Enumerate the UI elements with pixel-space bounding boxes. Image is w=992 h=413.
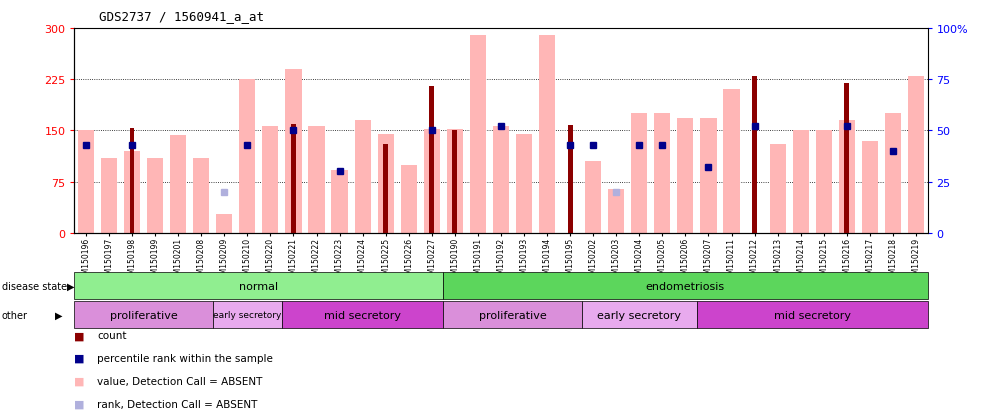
Bar: [282, 301, 443, 328]
Text: value, Detection Call = ABSENT: value, Detection Call = ABSENT: [97, 376, 263, 386]
Bar: [752, 76, 757, 233]
Bar: [124, 152, 140, 233]
Bar: [216, 214, 232, 233]
Text: disease state: disease state: [2, 281, 67, 291]
Bar: [383, 145, 388, 233]
Bar: [170, 136, 186, 233]
Bar: [331, 171, 347, 233]
Text: early secretory: early secretory: [597, 310, 682, 320]
Text: other: other: [2, 310, 28, 320]
Bar: [770, 145, 786, 233]
Bar: [101, 158, 117, 233]
Bar: [516, 135, 532, 233]
Bar: [443, 273, 928, 299]
Bar: [567, 126, 572, 233]
Bar: [446, 130, 463, 233]
Bar: [493, 126, 509, 233]
Bar: [815, 131, 832, 233]
Bar: [631, 114, 648, 233]
Bar: [424, 130, 439, 233]
Bar: [700, 119, 716, 233]
Text: ■: ■: [74, 399, 85, 408]
Bar: [286, 70, 302, 233]
Bar: [581, 301, 697, 328]
Text: rank, Detection Call = ABSENT: rank, Detection Call = ABSENT: [97, 399, 258, 408]
Bar: [862, 141, 878, 233]
Bar: [443, 301, 581, 328]
Bar: [839, 121, 855, 233]
Bar: [239, 80, 255, 233]
Text: ■: ■: [74, 376, 85, 386]
Text: proliferative: proliferative: [478, 310, 547, 320]
Bar: [378, 135, 394, 233]
Bar: [212, 301, 282, 328]
Bar: [309, 126, 324, 233]
Bar: [723, 90, 740, 233]
Bar: [74, 273, 443, 299]
Bar: [430, 87, 434, 233]
Bar: [844, 83, 849, 233]
Text: early secretory: early secretory: [213, 311, 282, 319]
Bar: [401, 165, 417, 233]
Bar: [193, 158, 209, 233]
Bar: [908, 76, 925, 233]
Text: percentile rank within the sample: percentile rank within the sample: [97, 353, 273, 363]
Bar: [291, 124, 296, 233]
Text: ■: ■: [74, 330, 85, 340]
Bar: [74, 301, 212, 328]
Text: mid secretory: mid secretory: [324, 310, 401, 320]
Bar: [130, 129, 135, 233]
Bar: [354, 121, 371, 233]
Bar: [608, 189, 624, 233]
Bar: [262, 126, 279, 233]
Bar: [697, 301, 928, 328]
Text: mid secretory: mid secretory: [774, 310, 851, 320]
Bar: [539, 36, 556, 233]
Bar: [470, 36, 486, 233]
Bar: [77, 131, 94, 233]
Bar: [655, 114, 671, 233]
Bar: [678, 119, 693, 233]
Text: normal: normal: [239, 281, 279, 291]
Text: proliferative: proliferative: [110, 310, 178, 320]
Text: ▶: ▶: [67, 281, 75, 291]
Text: endometriosis: endometriosis: [646, 281, 725, 291]
Bar: [147, 158, 163, 233]
Bar: [885, 114, 901, 233]
Text: GDS2737 / 1560941_a_at: GDS2737 / 1560941_a_at: [99, 10, 264, 23]
Text: ▶: ▶: [55, 310, 62, 320]
Bar: [452, 131, 457, 233]
Bar: [585, 162, 601, 233]
Bar: [793, 131, 808, 233]
Text: ■: ■: [74, 353, 85, 363]
Text: count: count: [97, 330, 127, 340]
